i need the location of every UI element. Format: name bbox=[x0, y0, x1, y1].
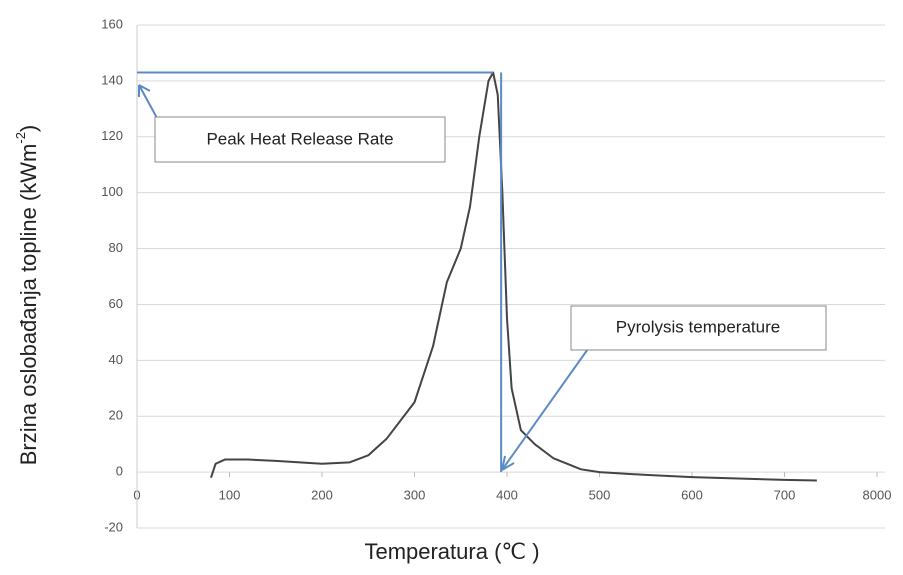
y-tick-label: 60 bbox=[109, 296, 123, 311]
annotation-text: Peak Heat Release Rate bbox=[206, 129, 393, 148]
x-tick-label: 200 bbox=[311, 488, 333, 503]
y-tick-label: 40 bbox=[109, 352, 123, 367]
y-tick-label: 0 bbox=[116, 464, 123, 479]
annotation-box bbox=[570, 305, 827, 351]
y-tick-label: 120 bbox=[101, 128, 123, 143]
annotation-text: Pyrolysis temperature bbox=[616, 317, 780, 336]
x-tick-label: 100 bbox=[219, 488, 241, 503]
y-axis-label-end: ) bbox=[16, 125, 41, 132]
y-axis-label-sup: -2 bbox=[13, 132, 28, 144]
y-tick-label: 80 bbox=[109, 240, 123, 255]
data-line bbox=[210, 71, 817, 482]
y-tick-label: -20 bbox=[104, 519, 123, 534]
arrow bbox=[138, 84, 158, 119]
x-tick-label: 8000 bbox=[863, 488, 892, 503]
x-tick-label: 600 bbox=[681, 488, 703, 503]
arrow bbox=[501, 331, 601, 471]
y-tick-label: 20 bbox=[109, 408, 123, 423]
y-tick-label: 160 bbox=[101, 16, 123, 31]
annotation-box bbox=[154, 116, 446, 163]
x-tick-label: 500 bbox=[589, 488, 611, 503]
y-axis-label-main: Brzina oslobađanja topline (kWm bbox=[16, 144, 41, 466]
y-tick-label: 100 bbox=[101, 184, 123, 199]
y-axis-label: Brzina oslobađanja topline (kWm-2) bbox=[13, 125, 40, 466]
y-tick-label: 140 bbox=[101, 72, 123, 87]
x-tick-label: 700 bbox=[774, 488, 796, 503]
x-tick-label: 400 bbox=[496, 488, 518, 503]
x-axis-label: Temperatura (℃ ) bbox=[364, 539, 539, 564]
x-tick-label: 300 bbox=[404, 488, 426, 503]
